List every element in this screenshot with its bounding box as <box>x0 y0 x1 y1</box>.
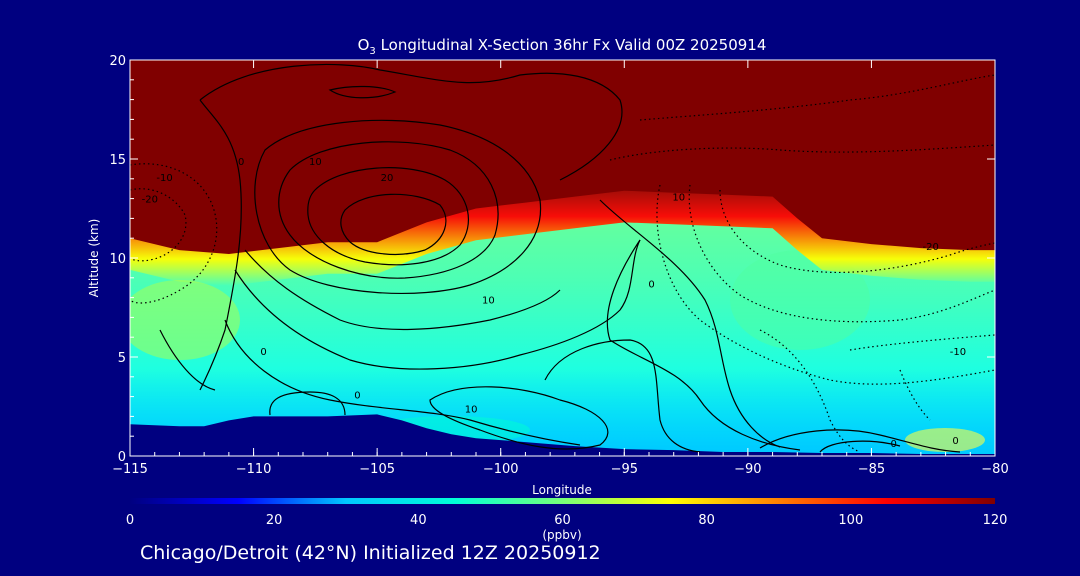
contour-label: 10 <box>465 404 478 415</box>
contour-label: 10 <box>482 296 495 307</box>
contour-label: -20 <box>923 242 939 253</box>
y-axis-label: Altitude (km) <box>87 219 101 298</box>
contour-label: -20 <box>142 195 158 206</box>
contour-label: -10 <box>950 347 966 358</box>
contour-dotted <box>719 189 995 274</box>
plot-area: 0 10 20 10 0 0 10 0 10 -10 -20 -20 -10 0 0 <box>130 60 995 456</box>
y-tick-label: 15 <box>109 153 126 168</box>
colorbar-tick-label: 100 <box>838 513 863 528</box>
x-tick-label: −80 <box>981 462 1008 477</box>
colorbar <box>130 498 995 504</box>
contour-solid <box>307 167 469 266</box>
contour-solid <box>254 119 542 295</box>
x-tick-label: −105 <box>359 462 395 477</box>
stratosphere-region <box>130 60 995 254</box>
x-tick-label: −110 <box>236 462 272 477</box>
contour-solid <box>244 249 561 331</box>
contour-solid <box>269 391 346 416</box>
contour-solid <box>429 386 609 450</box>
contour-label: 0 <box>891 439 897 450</box>
contour-solid <box>199 99 242 391</box>
x-tick-label: −100 <box>483 462 519 477</box>
contour-dotted <box>609 144 995 161</box>
contour-label: -10 <box>156 173 172 184</box>
x-tick-label: −115 <box>112 462 148 477</box>
contour-labels: 0 10 20 10 0 0 10 0 10 -10 -20 -20 -10 0 0 <box>142 157 966 450</box>
contour-label: 0 <box>260 347 266 358</box>
footer-caption: Chicago/Detroit (42°N) Initialized 12Z 2… <box>140 542 601 564</box>
contour-dotted <box>899 369 931 421</box>
contour-dotted <box>759 329 861 453</box>
contour-dotted <box>130 163 218 304</box>
x-tick-label: −90 <box>734 462 761 477</box>
colorbar-ticks: 0 20 40 60 80 100 120 <box>126 513 1008 528</box>
chart-title: O3 Longitudinal X-Section 36hr Fx Valid … <box>358 36 767 57</box>
tropopause-transition <box>130 178 995 286</box>
contour-dotted <box>130 188 187 262</box>
contour-solid <box>278 141 499 279</box>
x-axis-label: Longitude <box>532 483 592 497</box>
colorbar-tick-label: 60 <box>554 513 571 528</box>
contour-label: 10 <box>309 157 322 168</box>
contour-solid <box>340 193 447 255</box>
terrain <box>130 414 995 456</box>
colorbar-tick-label: 80 <box>698 513 715 528</box>
contour-solid <box>759 429 961 453</box>
contour-solid <box>819 440 901 453</box>
y-tick-label: 5 <box>118 351 126 366</box>
y-axis: 0 5 10 15 20 <box>109 54 995 465</box>
contour-solid <box>606 239 801 451</box>
contour-solid <box>224 319 581 446</box>
contour-label: 20 <box>381 173 394 184</box>
ozone-patches <box>130 250 985 452</box>
y-tick-label: 0 <box>118 450 126 465</box>
contour-label: 0 <box>238 157 244 168</box>
contour-solid <box>328 85 397 99</box>
contour-lines-dotted <box>130 74 995 453</box>
contour-solid <box>199 63 623 181</box>
contour-label: 0 <box>952 436 958 447</box>
contour-label: 10 <box>672 193 685 204</box>
colorbar-tick-label: 0 <box>126 513 134 528</box>
contour-solid <box>234 239 641 370</box>
contour-solid <box>159 329 216 391</box>
y-tick-label: 10 <box>109 252 126 267</box>
contour-label: 0 <box>648 280 654 291</box>
contour-solid <box>544 339 701 453</box>
colorbar-tick-label: 120 <box>983 513 1008 528</box>
colorbar-tick-label: 40 <box>410 513 427 528</box>
contour-dotted <box>849 334 995 351</box>
x-tick-label: −95 <box>611 462 638 477</box>
x-tick-label: −85 <box>858 462 885 477</box>
x-axis: −115 −110 −105 −100 −95 −90 −85 −80 <box>112 60 1009 477</box>
colorbar-tick-label: 20 <box>266 513 283 528</box>
colorbar-label: (ppbv) <box>542 528 581 542</box>
contour-label: 0 <box>354 391 360 402</box>
y-tick-label: 20 <box>109 54 126 69</box>
contour-lines <box>159 63 961 453</box>
